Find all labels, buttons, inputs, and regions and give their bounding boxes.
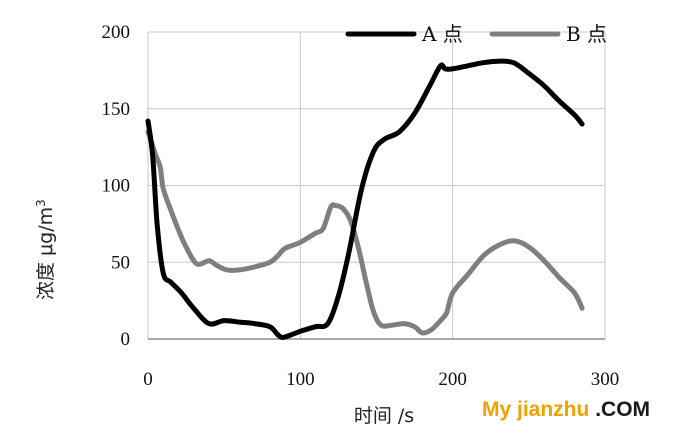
x-tick-label-100: 100 xyxy=(286,369,315,390)
legend-label-b: B 点 xyxy=(566,22,607,46)
y-axis-title-superscript: 3 xyxy=(34,199,48,207)
x-tick-labels: 0 100 200 300 xyxy=(143,369,619,390)
watermark-text-primary: My jianzhu xyxy=(482,398,596,421)
y-tick-label-100: 100 xyxy=(102,176,131,197)
watermark-text-domain: .COM xyxy=(595,398,651,421)
y-tick-label-200: 200 xyxy=(102,22,131,43)
y-axis-title: 浓度 μg/m3 xyxy=(34,199,57,300)
y-axis-title-main: 浓度 μg/m xyxy=(35,207,57,300)
series-lines xyxy=(145,58,585,341)
series-line-b xyxy=(145,129,585,336)
x-tick-label-200: 200 xyxy=(438,369,467,390)
y-tick-label-50: 50 xyxy=(111,252,130,273)
series-line-a xyxy=(145,58,585,341)
y-tick-labels: 0 50 100 150 200 xyxy=(102,22,131,350)
legend-label-a: A 点 xyxy=(421,22,463,46)
y-tick-label-150: 150 xyxy=(102,99,131,120)
x-tick-label-300: 300 xyxy=(591,369,620,390)
watermark-logo: My jianzhu .COM xyxy=(482,398,650,422)
y-tick-label-0: 0 xyxy=(121,329,131,350)
x-axis-title: 时间 /s xyxy=(354,405,414,427)
x-tick-label-0: 0 xyxy=(143,369,153,390)
